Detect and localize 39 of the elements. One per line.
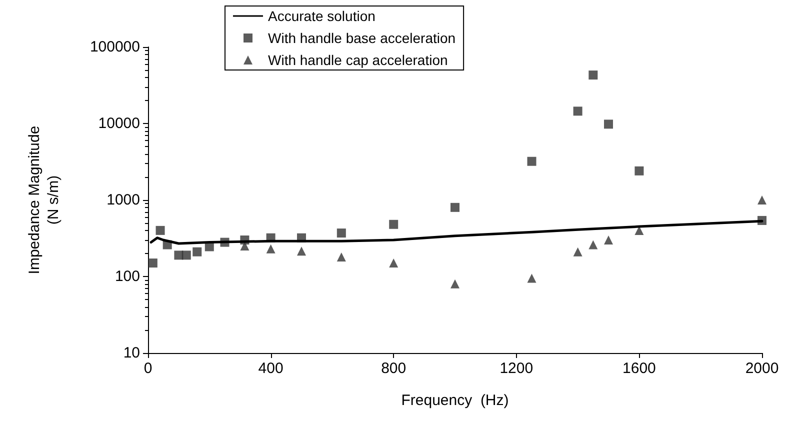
y-axis-title: Impedance Magnitude (N s/m) <box>26 126 62 274</box>
point <box>588 240 598 250</box>
point <box>450 279 460 288</box>
point <box>336 252 346 262</box>
point <box>604 120 613 129</box>
point <box>389 258 398 268</box>
legend-label: Accurate solution <box>268 8 376 24</box>
x-tick-label: 1200 <box>500 360 534 377</box>
x-axis-title: Frequency (Hz) <box>401 392 509 409</box>
y-tick-label: 100 <box>114 268 140 285</box>
point <box>266 244 276 254</box>
point <box>588 70 598 80</box>
point <box>573 106 582 116</box>
point <box>758 196 766 204</box>
x-tick-label: 800 <box>381 360 406 377</box>
x-tick-label: 0 <box>144 360 152 377</box>
point <box>148 258 158 268</box>
point <box>297 246 306 256</box>
point <box>389 220 398 229</box>
legend-label: With handle base acceleration <box>268 30 456 46</box>
y-tick-label: 10 <box>123 344 140 362</box>
point <box>192 247 202 256</box>
point <box>527 156 536 166</box>
y-tick-label: 10000 <box>98 115 140 132</box>
x-tick-label: 2000 <box>745 360 779 377</box>
point <box>527 274 536 283</box>
point <box>604 236 613 244</box>
point <box>336 228 346 238</box>
point <box>634 166 644 176</box>
point <box>450 202 460 212</box>
point <box>240 242 250 251</box>
y-tick-label: 1000 <box>106 192 140 208</box>
x-tick-label: 400 <box>258 360 284 377</box>
point <box>573 247 582 256</box>
point <box>156 226 165 235</box>
legend-label: With handle cap acceleration <box>268 52 448 68</box>
y-tick-label: 100000 <box>90 38 140 56</box>
x-tick-label: 1600 <box>622 360 656 377</box>
point <box>182 250 191 260</box>
